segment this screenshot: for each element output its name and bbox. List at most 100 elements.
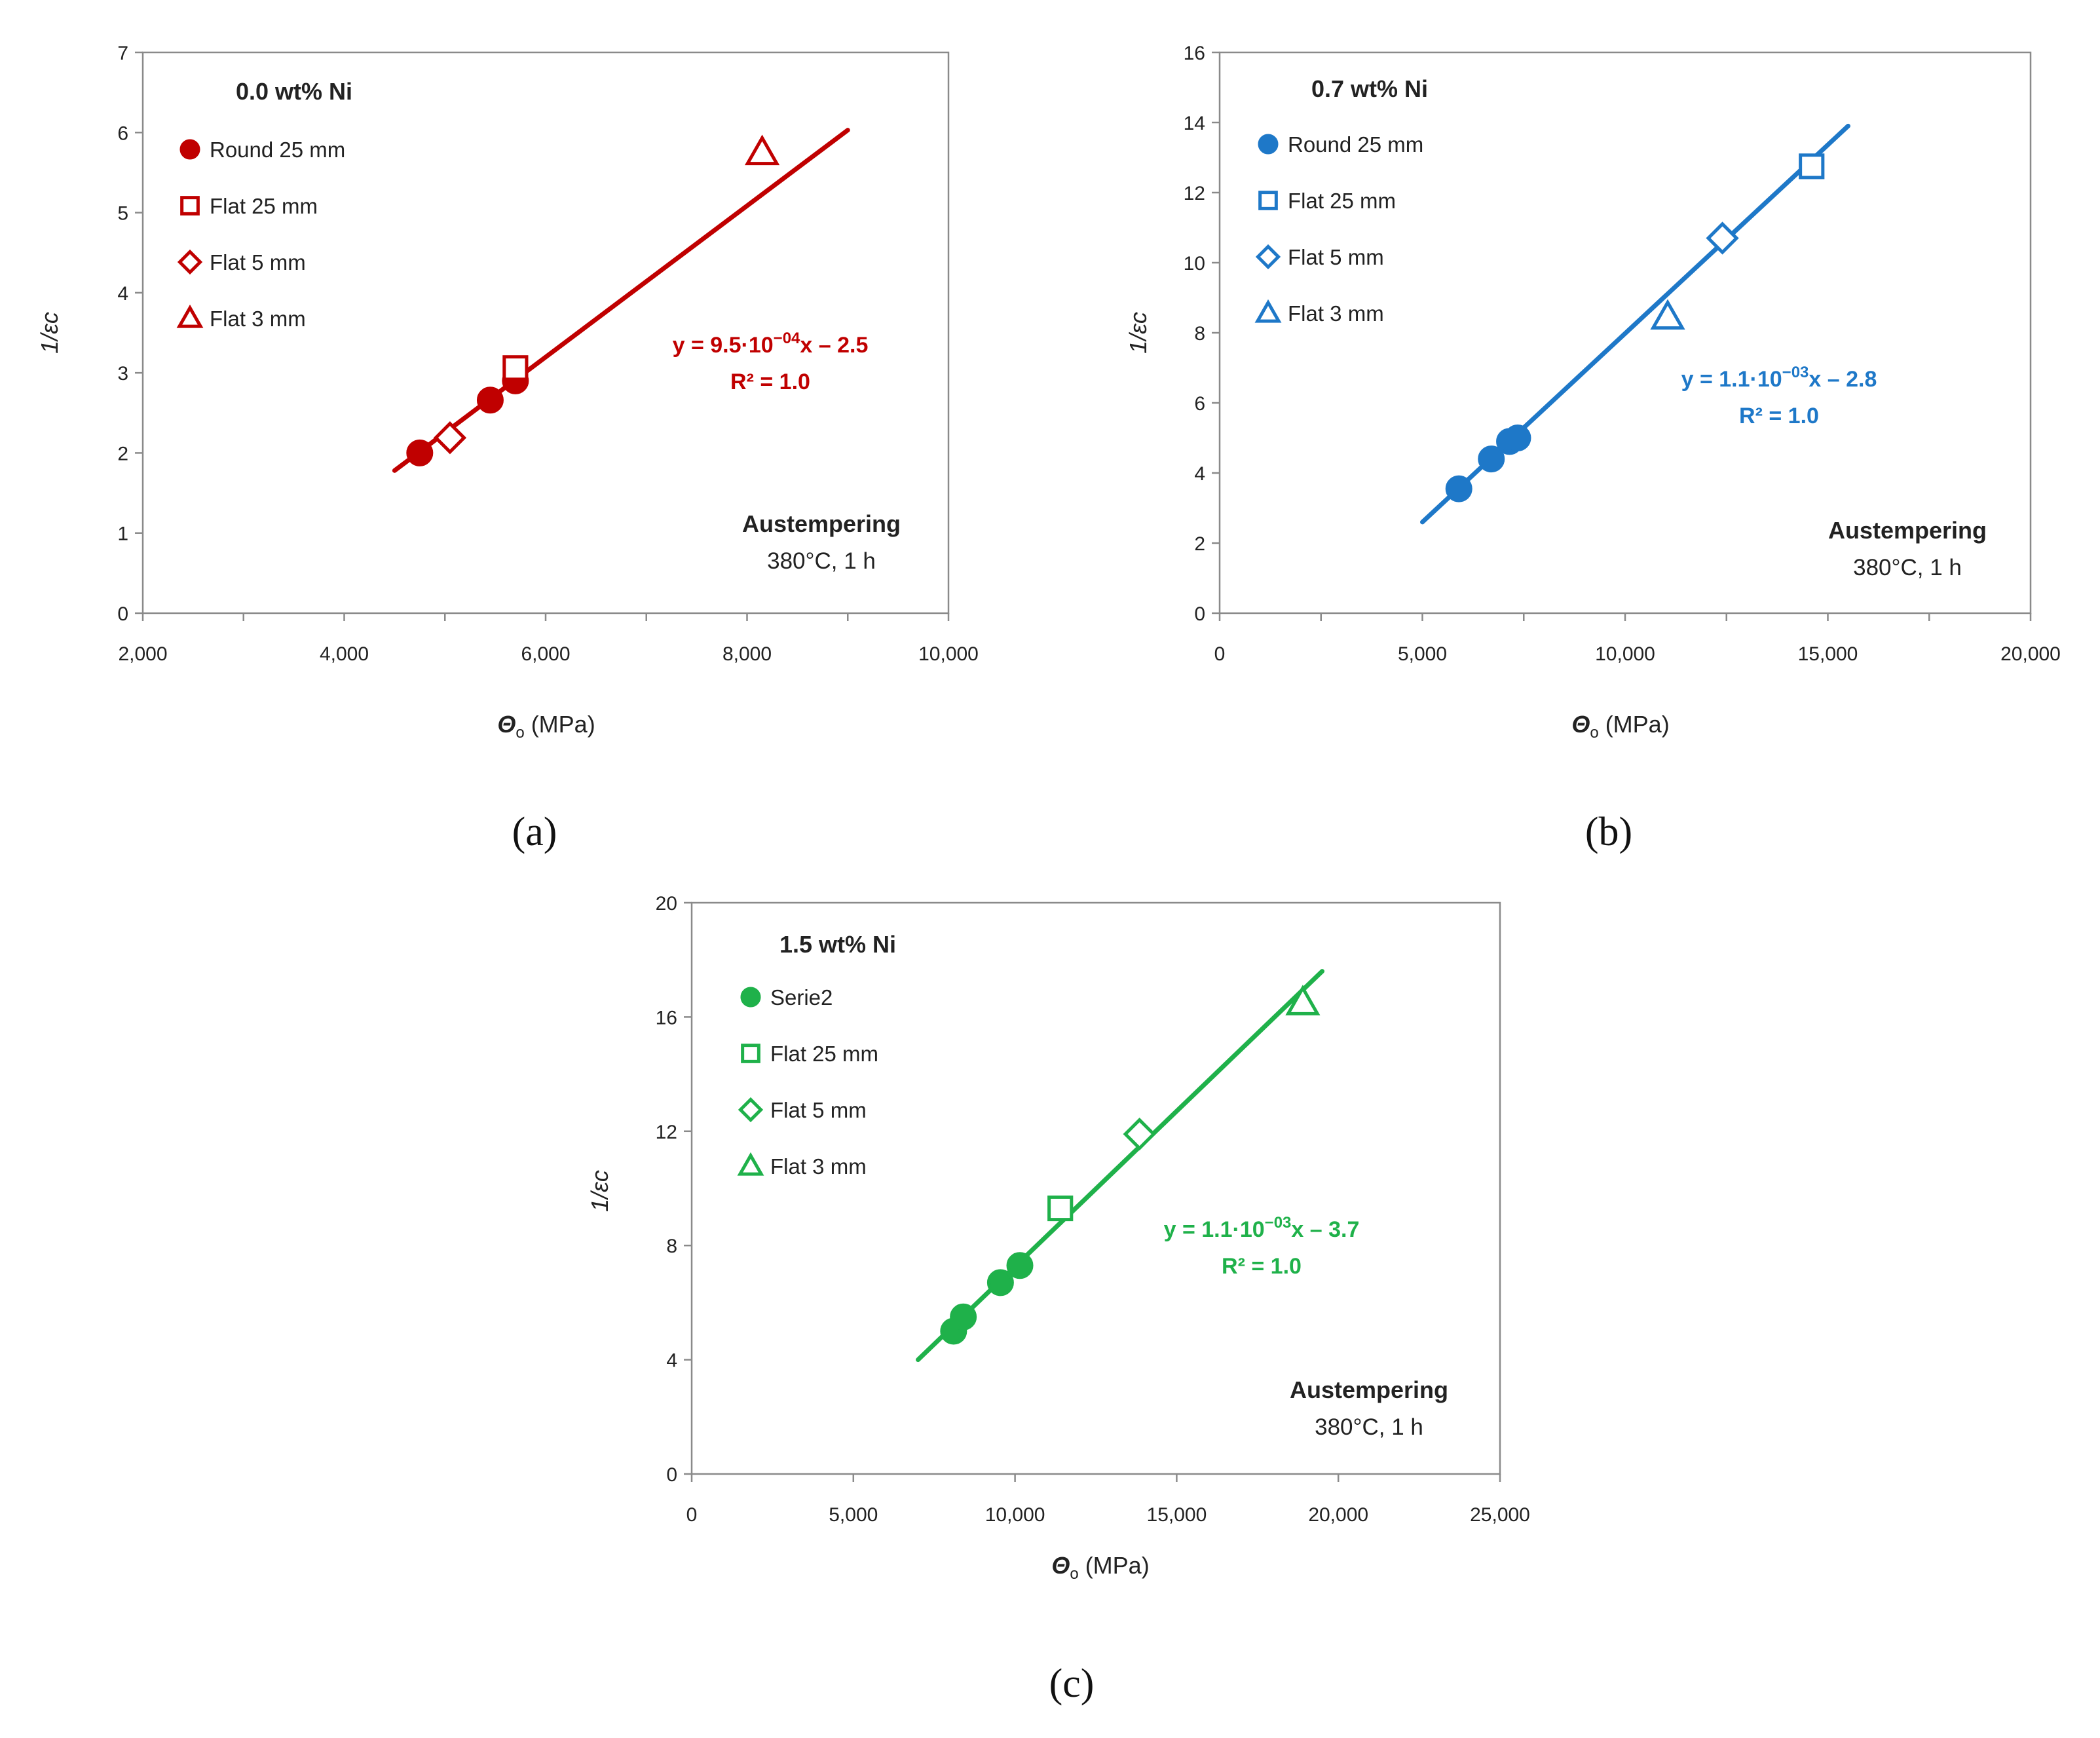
legend-label: Flat 25 mm (210, 194, 318, 218)
data-point-circle (1445, 475, 1472, 502)
legend-marker-triangle (1254, 299, 1282, 323)
annotation-subtitle: 380°C, 1 h (767, 548, 876, 574)
y-tick-label: 5 (117, 203, 128, 225)
y-tick-label: 4 (117, 283, 128, 305)
y-tick-label: 4 (1194, 463, 1205, 485)
legend-label: Round 25 mm (1288, 132, 1423, 157)
panel-label: (b) (1585, 810, 1632, 854)
equation-prefix: y = 1.1·10 (1681, 367, 1782, 392)
x-axis-unit: (MPa) (525, 711, 595, 738)
x-axis-symbol: Θ (497, 711, 516, 738)
legend-label: Flat 5 mm (770, 1098, 867, 1122)
legend-marker-square (741, 1044, 760, 1063)
y-axis-label: 1/εc (1125, 312, 1152, 354)
y-tick-label: 0 (117, 603, 128, 625)
y-tick-label: 20 (656, 893, 677, 915)
fit-line (916, 969, 1325, 1363)
x-tick-label: 15,000 (1798, 643, 1858, 665)
x-tick-label: 20,000 (2000, 643, 2061, 665)
data-point-square (1799, 153, 1825, 179)
equation-prefix: y = 1.1·10 (1164, 1217, 1265, 1242)
y-tick-label: 4 (666, 1350, 677, 1372)
data-point-triangle (744, 134, 780, 166)
regression-equation: y = 9.5·10−04x – 2.5 (673, 330, 869, 358)
x-tick-label: 8,000 (722, 643, 772, 665)
equation-exponent: −03 (1782, 364, 1809, 381)
x-axis-label: Θo (MPa) (1571, 711, 1669, 742)
panel-title: 0.0 wt% Ni (236, 78, 352, 105)
data-point-circle (1478, 445, 1505, 473)
y-tick-label: 16 (1184, 43, 1205, 64)
legend-label: Flat 3 mm (770, 1154, 867, 1179)
x-axis-label: Θo (MPa) (1051, 1552, 1149, 1583)
data-point-circle (986, 1269, 1014, 1296)
legend-marker-triangle (737, 1152, 764, 1176)
legend-label: Serie2 (770, 985, 833, 1010)
annotation-subtitle: 380°C, 1 h (1315, 1414, 1423, 1440)
x-tick-label: 6,000 (521, 643, 570, 665)
legend-marker-diamond (1255, 244, 1281, 270)
x-axis-label: Θo (MPa) (497, 711, 595, 742)
y-tick-label: 12 (656, 1122, 677, 1143)
regression-equation: y = 1.1·10−03x – 3.7 (1164, 1214, 1360, 1242)
x-axis-symbol: Θ (1571, 711, 1590, 738)
y-tick-label: 16 (656, 1007, 677, 1029)
y-tick-label: 6 (117, 123, 128, 144)
legend-marker-diamond (177, 249, 203, 275)
data-point-circle (406, 439, 434, 466)
y-tick-label: 0 (666, 1464, 677, 1486)
annotation-title: Austempering (1828, 517, 1987, 544)
x-tick-label: 5,000 (829, 1504, 878, 1526)
chart-panel-2: 0 2 4 6 8 10 12 14 16 0 5,000 10,000 15,000 20,000 0.7… (1125, 43, 2061, 854)
r-squared-label: R² = 1.0 (1222, 1254, 1302, 1279)
x-tick-label: 10,000 (1595, 643, 1655, 665)
x-tick-label: 20,000 (1308, 1504, 1368, 1526)
annotation-subtitle: 380°C, 1 h (1853, 555, 1962, 580)
y-tick-label: 10 (1184, 253, 1205, 274)
equation-exponent: −04 (774, 330, 800, 347)
panel-title: 0.7 wt% Ni (1311, 75, 1428, 102)
regression-equation: y = 1.1·10−03x – 2.8 (1681, 364, 1877, 392)
y-tick-label: 1 (117, 523, 128, 545)
equation-suffix: x – 3.7 (1291, 1217, 1359, 1242)
x-tick-label: 10,000 (985, 1504, 1045, 1526)
data-point-diamond (1706, 221, 1739, 255)
x-tick-label: 10,000 (918, 643, 979, 665)
data-point-circle (1504, 425, 1531, 451)
y-tick-label: 2 (117, 443, 128, 464)
data-point-triangle (1650, 299, 1685, 330)
fit-line (392, 128, 850, 473)
legend-label: Flat 5 mm (210, 250, 306, 274)
legend-label: Round 25 mm (210, 138, 345, 162)
legend-marker-diamond (738, 1097, 764, 1123)
x-tick-label: 25,000 (1470, 1504, 1530, 1526)
legend-marker-circle (1258, 134, 1279, 155)
x-tick-label: 5,000 (1398, 643, 1447, 665)
panel-label: (c) (1049, 1661, 1095, 1706)
y-axis-label: 1/εc (586, 1170, 613, 1212)
legend-label: Flat 3 mm (210, 307, 306, 331)
y-tick-label: 8 (666, 1236, 677, 1257)
legend-marker-circle (740, 987, 761, 1008)
data-point-circle (1006, 1252, 1034, 1279)
annotation-title: Austempering (742, 510, 901, 537)
plot-area-frame (690, 901, 1501, 1475)
x-tick-label: 15,000 (1147, 1504, 1207, 1526)
x-axis-unit: (MPa) (1079, 1552, 1150, 1579)
x-axis-unit: (MPa) (1599, 711, 1670, 738)
legend-label: Flat 3 mm (1288, 301, 1384, 326)
data-point-diamond (1123, 1118, 1156, 1151)
x-tick-label: 4,000 (320, 643, 369, 665)
y-tick-label: 12 (1184, 183, 1205, 204)
y-axis-label: 1/εc (36, 312, 63, 354)
x-axis-subscript: o (1070, 1565, 1078, 1583)
y-tick-label: 6 (1194, 393, 1205, 415)
chart-panel-3: 0 4 8 12 16 20 0 5,000 10,000 15,000 20,000 25,000 1… (586, 893, 1530, 1706)
y-tick-label: 7 (117, 43, 128, 64)
x-axis-subscript: o (516, 724, 524, 742)
equation-suffix: x – 2.8 (1809, 367, 1877, 392)
x-tick-label: 2,000 (118, 643, 167, 665)
data-point-diamond (433, 421, 467, 455)
y-tick-label: 3 (117, 363, 128, 385)
